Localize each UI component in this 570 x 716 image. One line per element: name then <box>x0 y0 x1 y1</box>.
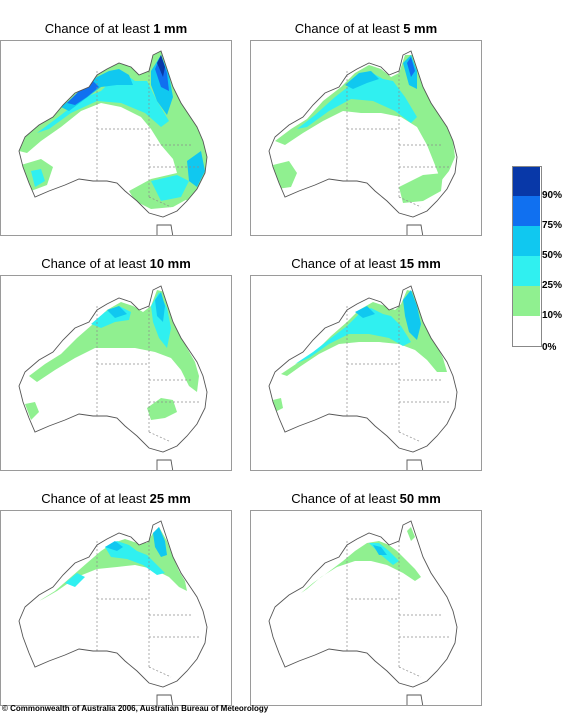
probability-shading <box>39 527 187 601</box>
map-frame <box>0 40 232 236</box>
legend-label-25: 25% <box>542 280 563 291</box>
legend-swatch-75-90 <box>512 196 540 226</box>
legend-swatch-10-25 <box>512 286 540 316</box>
tasmania-coastline <box>406 224 424 235</box>
copyright-notice: © Commonwealth of Australia 2006, Austra… <box>2 704 269 713</box>
tasmania-coastline <box>156 459 174 470</box>
legend-label-10: 10% <box>542 310 563 321</box>
map-frame <box>250 40 482 236</box>
tasmania-coastline <box>406 694 424 705</box>
tasmania-coastline <box>156 224 174 235</box>
map-panel-10mm: Chance of at least 10 mm <box>0 253 232 471</box>
map-frame <box>250 275 482 471</box>
map-panel-5mm: Chance of at least 5 mm <box>250 18 482 236</box>
australia-map <box>268 50 458 235</box>
legend-swatch-25-50 <box>512 256 540 286</box>
coastline <box>268 520 458 688</box>
coastline <box>18 520 208 688</box>
panel-title: Chance of at least 50 mm <box>291 491 441 506</box>
australia-map <box>18 520 208 705</box>
australia-map <box>18 285 208 470</box>
legend-label-50: 50% <box>542 250 563 261</box>
panel-title: Chance of at least 15 mm <box>291 256 441 271</box>
legend-label-90: 90% <box>542 190 563 201</box>
australia-map <box>268 285 458 470</box>
probability-shading <box>19 51 207 209</box>
probability-shading <box>25 290 199 420</box>
state-borders <box>346 71 449 208</box>
probability-shading <box>301 527 421 593</box>
tasmania-coastline <box>156 694 174 705</box>
state-borders <box>346 306 449 443</box>
state-borders <box>96 71 199 208</box>
map-panel-25mm: Chance of at least 25 mm <box>0 488 232 706</box>
coastline <box>18 285 208 453</box>
map-frame <box>0 510 232 706</box>
map-frame <box>0 275 232 471</box>
panel-title: Chance of at least 5 mm <box>294 21 438 36</box>
australia-map <box>268 520 458 705</box>
map-frame <box>250 510 482 706</box>
legend-label-75: 75% <box>542 220 563 231</box>
panel-title: Chance of at least 25 mm <box>41 491 191 506</box>
panel-title: Chance of at least 1 mm <box>44 21 188 36</box>
australia-map <box>18 50 208 235</box>
panel-title: Chance of at least 10 mm <box>41 256 191 271</box>
legend-swatch-0-10 <box>512 316 540 346</box>
map-panel-50mm: Chance of at least 50 mm <box>250 488 482 706</box>
map-panel-15mm: Chance of at least 15 mm <box>250 253 482 471</box>
coastline <box>268 285 458 453</box>
tasmania-coastline <box>406 459 424 470</box>
legend-swatch-90-100 <box>512 166 540 196</box>
map-panel-1mm: Chance of at least 1 mm <box>0 18 232 236</box>
legend-label-0: 0% <box>542 342 557 353</box>
coastline <box>268 50 458 218</box>
state-borders <box>96 306 199 443</box>
legend-swatch-50-75 <box>512 226 540 256</box>
state-borders <box>96 541 199 678</box>
state-borders <box>346 541 449 678</box>
coastline <box>18 50 208 218</box>
legend-border <box>512 166 542 347</box>
